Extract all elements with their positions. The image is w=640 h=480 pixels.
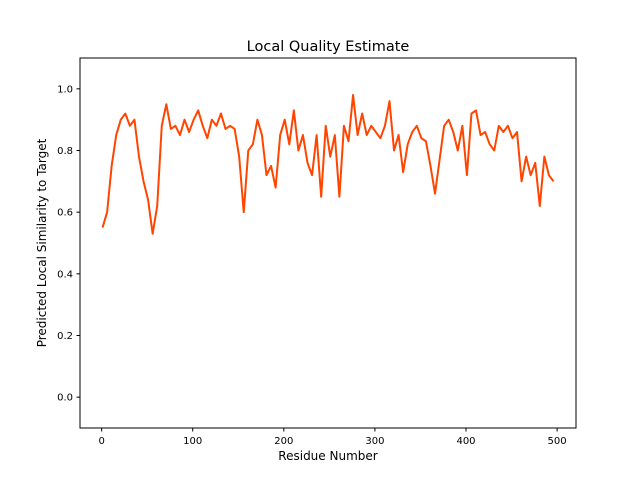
data-line bbox=[101, 94, 555, 235]
x-tick-label: 300 bbox=[365, 436, 384, 447]
y-tick-label: 1.0 bbox=[57, 84, 73, 95]
x-tick-label: 100 bbox=[183, 436, 202, 447]
y-tick-label: 0.0 bbox=[57, 393, 73, 404]
y-tick-label: 0.8 bbox=[57, 146, 73, 157]
y-tick-label: 0.4 bbox=[57, 269, 73, 280]
plot-frame bbox=[79, 57, 577, 429]
x-tick-label: 400 bbox=[456, 436, 475, 447]
y-tick-label: 0.6 bbox=[57, 208, 73, 219]
chart-title: Local Quality Estimate bbox=[247, 39, 410, 55]
x-tick-label: 200 bbox=[274, 436, 293, 447]
y-tick-label: 0.2 bbox=[57, 331, 73, 342]
x-tick-label: 0 bbox=[98, 436, 104, 447]
x-axis-label: Residue Number bbox=[278, 449, 377, 463]
y-axis-label: Predicted Local Similarity to Target bbox=[35, 138, 49, 347]
x-tick-label: 500 bbox=[548, 436, 567, 447]
